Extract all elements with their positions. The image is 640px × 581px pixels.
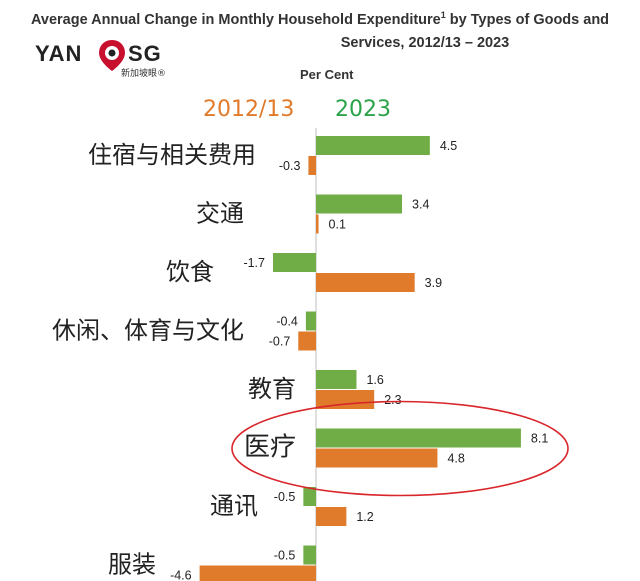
legend-2012: 2012/13	[203, 97, 295, 122]
bar-2012-13	[308, 156, 316, 175]
category-label: 教育	[248, 375, 296, 403]
bar-2012-13	[316, 390, 375, 409]
bar-2023	[316, 194, 403, 214]
value-label-2012-13: 3.9	[425, 276, 442, 290]
bar-2023	[305, 311, 316, 331]
value-label-2012-13: -0.7	[269, 335, 291, 349]
yan-sg-logo: YAN SG 新加坡眼®	[35, 38, 175, 80]
value-label-2012-13: 4.8	[447, 452, 464, 466]
value-label-2012-13: 1.2	[356, 510, 373, 524]
bar-2012-13	[199, 565, 316, 581]
unit-label: Per Cent	[300, 67, 354, 82]
value-label-2012-13: 0.1	[329, 218, 346, 232]
category-label: 通讯	[210, 492, 258, 520]
bar-2012-13	[298, 331, 316, 351]
bar-2012-13	[316, 448, 438, 468]
value-label-2023: 4.5	[440, 139, 457, 153]
highlight-ellipse	[231, 400, 569, 497]
category-label: 住宿与相关费用	[88, 141, 256, 169]
value-label-2012-13: 2.3	[384, 393, 401, 407]
title-line-2: Services, 2012/13 – 2023	[340, 35, 510, 51]
bar-2012-13	[316, 214, 319, 234]
value-label-2023: -0.5	[274, 549, 296, 563]
bar-2012-13	[316, 507, 347, 526]
value-label-2023: -0.4	[276, 315, 298, 329]
legend-2023: 2023	[335, 97, 391, 122]
category-label: 医疗	[244, 433, 296, 463]
bar-2023	[316, 136, 430, 155]
logo-pin-icon	[99, 40, 125, 71]
value-label-2023: 8.1	[531, 432, 548, 446]
value-label-2023: -1.7	[243, 256, 265, 270]
logo-text-right: SG	[128, 41, 162, 66]
bar-2023	[316, 428, 521, 448]
category-label: 休闲、体育与文化	[52, 317, 244, 345]
value-label-2023: 3.4	[412, 198, 429, 212]
value-label-2023: 1.6	[366, 373, 383, 387]
title-line-1: Average Annual Change in Monthly Househo…	[30, 10, 610, 28]
bar-2023	[316, 370, 357, 389]
bar-2023	[272, 253, 316, 272]
bar-2012-13	[316, 273, 415, 292]
category-label: 饮食	[166, 258, 214, 286]
chart-title: Average Annual Change in Monthly Househo…	[0, 4, 640, 55]
category-label: 交通	[196, 200, 244, 228]
value-label-2012-13: -0.3	[279, 159, 301, 173]
bar-2023	[303, 487, 316, 506]
bar-2023	[303, 545, 316, 565]
category-label: 服装	[108, 551, 156, 579]
value-label-2012-13: -4.6	[170, 569, 192, 581]
value-label-2023: -0.5	[274, 490, 296, 504]
logo-text-left: YAN	[35, 41, 83, 66]
logo-subtitle: 新加坡眼®	[121, 69, 167, 79]
